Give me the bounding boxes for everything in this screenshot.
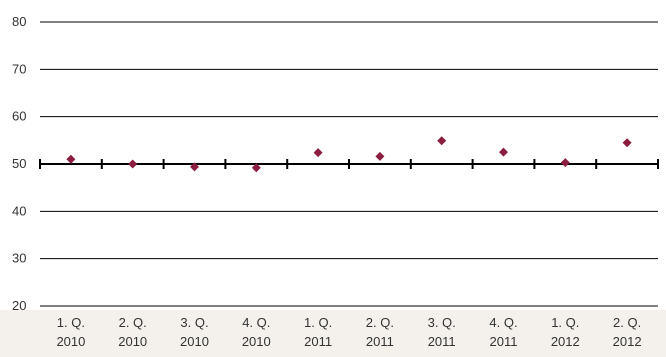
data-point bbox=[313, 148, 323, 158]
data-point bbox=[437, 136, 447, 146]
data-point bbox=[190, 162, 199, 172]
plot-background bbox=[0, 0, 666, 310]
reference-line bbox=[39, 159, 659, 169]
y-tick-label: 30 bbox=[12, 251, 26, 266]
x-tick-label-quarter: 3. Q. bbox=[180, 315, 208, 330]
y-tick-label: 50 bbox=[12, 156, 26, 171]
x-axis-tick-labels: 1. Q. 2010 2. Q. 2010 3. Q. 2010 4. Q. 2010 1. Q… bbox=[56, 315, 641, 349]
x-tick-label-year: 2010 bbox=[242, 334, 271, 349]
x-tick-label-quarter: 4. Q. bbox=[242, 315, 270, 330]
data-point bbox=[251, 163, 261, 173]
data-point bbox=[66, 154, 76, 164]
x-tick-label-quarter: 2. Q. bbox=[613, 315, 641, 330]
x-tick-label-quarter: 4. Q. bbox=[489, 315, 517, 330]
y-tick-label: 20 bbox=[12, 298, 26, 313]
x-tick-label-quarter: 2. Q. bbox=[119, 315, 147, 330]
y-tick-label: 60 bbox=[12, 109, 26, 124]
data-point bbox=[499, 147, 508, 157]
x-tick-label-year: 2010 bbox=[118, 334, 147, 349]
x-tick-label-year: 2011 bbox=[490, 334, 518, 349]
x-tick-label-quarter: 3. Q. bbox=[428, 315, 456, 330]
data-point bbox=[560, 158, 570, 168]
y-axis-tick-labels: 20 30 40 50 60 70 80 bbox=[12, 14, 26, 313]
x-tick-label-year: 2011 bbox=[304, 334, 332, 349]
x-tick-label-quarter: 2. Q. bbox=[366, 315, 394, 330]
x-tick-label-quarter: 1. Q. bbox=[304, 315, 332, 330]
y-tick-label: 80 bbox=[12, 14, 26, 29]
gridlines bbox=[40, 21, 658, 307]
x-tick-label-quarter: 1. Q. bbox=[551, 315, 579, 330]
x-tick-label-year: 2011 bbox=[366, 334, 394, 349]
x-tick-label-quarter: 1. Q. bbox=[57, 315, 85, 330]
x-tick-label-year: 2012 bbox=[551, 334, 580, 349]
data-point bbox=[375, 151, 385, 161]
data-point bbox=[622, 138, 632, 148]
x-tick-label-year: 2010 bbox=[56, 334, 85, 349]
x-tick-label-year: 2012 bbox=[613, 334, 642, 349]
data-point bbox=[128, 159, 138, 169]
y-tick-label: 40 bbox=[12, 203, 26, 218]
y-tick-label: 70 bbox=[12, 61, 26, 76]
data-series bbox=[66, 136, 632, 173]
x-tick-label-year: 2010 bbox=[180, 334, 209, 349]
x-tick-label-year: 2011 bbox=[428, 334, 456, 349]
